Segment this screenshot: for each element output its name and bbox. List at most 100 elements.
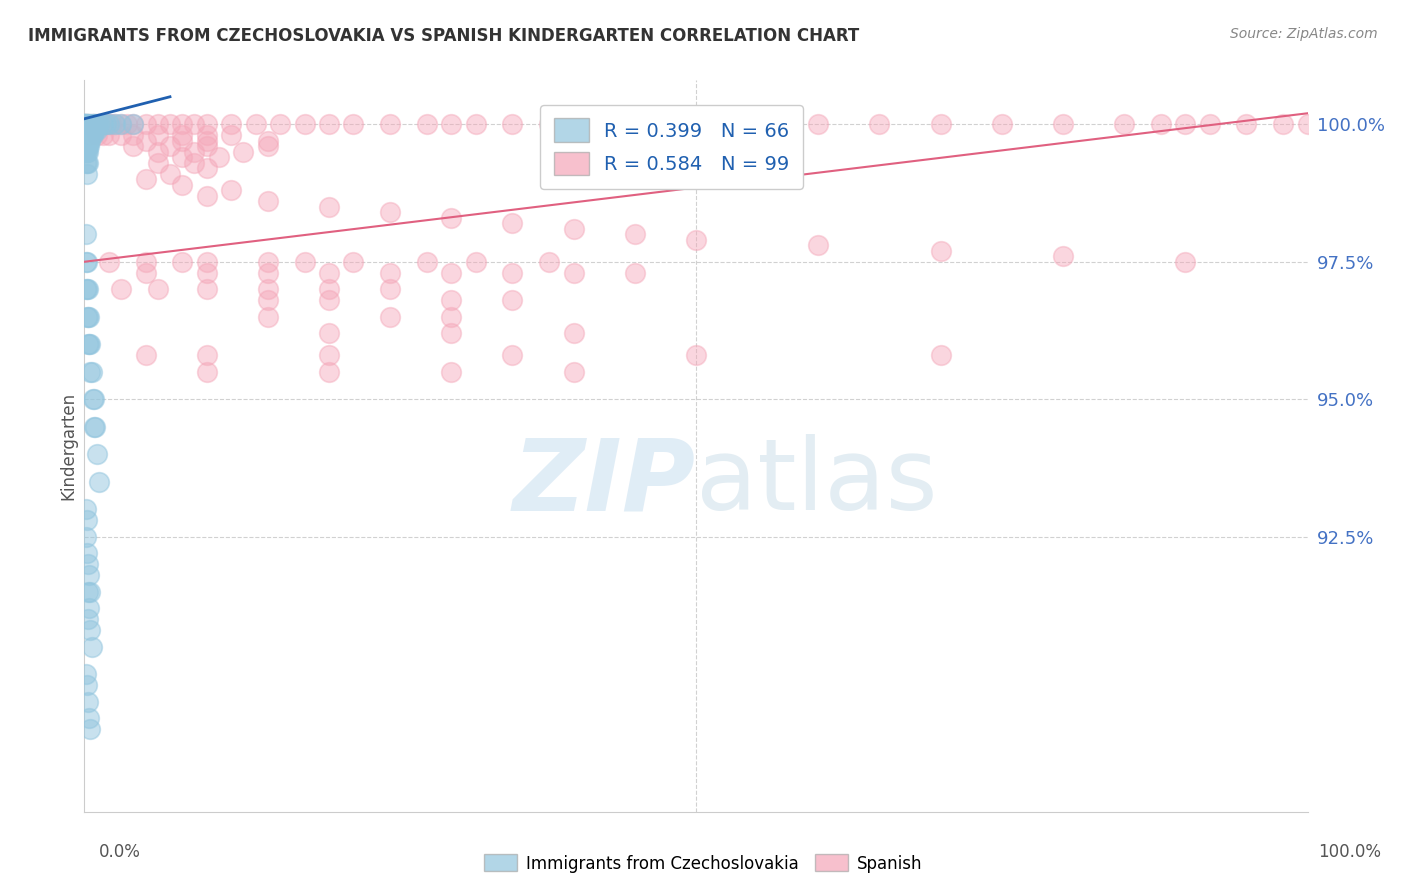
Point (172, 254, 194, 268)
Point (77, 282, 100, 296)
Point (122, 128, 145, 143)
Point (624, 227, 647, 242)
Point (75, 145, 97, 159)
Point (929, 117, 952, 131)
Point (172, 128, 194, 143)
Point (380, 117, 402, 131)
Point (318, 266, 340, 280)
Point (73, 128, 96, 143)
Point (195, 266, 218, 280)
Point (86, 117, 108, 131)
Point (195, 161, 218, 176)
Point (135, 117, 157, 131)
Point (1052, 249, 1074, 263)
Point (73, 145, 96, 159)
Point (294, 117, 316, 131)
Point (208, 150, 231, 164)
Point (929, 244, 952, 258)
Point (562, 365, 585, 379)
Point (219, 183, 242, 197)
Point (807, 117, 830, 131)
Point (76, 546, 98, 560)
Point (86, 122, 108, 136)
Point (73, 117, 96, 131)
Point (380, 266, 402, 280)
Point (318, 293, 340, 308)
Point (75, 282, 97, 296)
Point (100, 117, 122, 131)
Point (76, 513, 98, 527)
Point (342, 117, 364, 131)
Point (183, 117, 205, 131)
Point (502, 293, 524, 308)
Point (1114, 117, 1136, 131)
Point (79, 128, 101, 143)
Point (73, 117, 96, 131)
Point (77, 584, 100, 599)
Point (104, 117, 127, 131)
Point (747, 117, 769, 131)
Point (440, 310, 463, 324)
Point (1150, 117, 1173, 131)
Text: 100.0%: 100.0% (1319, 843, 1381, 861)
Text: Source: ZipAtlas.com: Source: ZipAtlas.com (1230, 27, 1378, 41)
Point (84, 117, 107, 131)
Point (83, 419, 105, 434)
Point (87, 117, 110, 131)
Point (77, 145, 100, 159)
Point (318, 117, 340, 131)
Point (257, 282, 280, 296)
Point (79, 122, 101, 136)
Point (76, 310, 98, 324)
Point (172, 150, 194, 164)
Point (77, 711, 100, 725)
Point (75, 254, 97, 268)
Point (79, 337, 101, 351)
Point (80, 117, 103, 131)
Point (110, 117, 132, 131)
Point (195, 282, 218, 296)
Point (76, 122, 98, 136)
Point (96, 117, 118, 131)
Point (84, 122, 107, 136)
Point (135, 348, 157, 362)
Point (269, 117, 291, 131)
Point (122, 117, 145, 131)
Point (562, 117, 585, 131)
Point (502, 216, 524, 230)
Point (172, 117, 194, 131)
Point (232, 145, 254, 159)
Legend: R = 0.399   N = 66, R = 0.584   N = 99: R = 0.399 N = 66, R = 0.584 N = 99 (540, 104, 803, 189)
Point (76, 117, 98, 131)
Point (80, 640, 103, 654)
Point (82, 122, 104, 136)
Y-axis label: Kindergarten: Kindergarten (59, 392, 77, 500)
Point (86, 117, 108, 131)
Point (502, 266, 524, 280)
Point (380, 282, 402, 296)
Point (159, 167, 181, 181)
Point (146, 282, 169, 296)
Point (110, 128, 132, 143)
Point (87, 475, 110, 489)
Point (464, 117, 486, 131)
Point (146, 155, 169, 169)
Point (75, 117, 97, 131)
Point (1174, 254, 1197, 268)
Point (77, 139, 100, 153)
Point (76, 117, 98, 131)
Point (991, 117, 1014, 131)
Point (79, 128, 101, 143)
Point (562, 326, 585, 341)
Point (79, 584, 101, 599)
Point (77, 117, 100, 131)
Point (1296, 117, 1319, 131)
Point (257, 293, 280, 308)
Point (77, 128, 100, 143)
Point (96, 117, 118, 131)
Text: IMMIGRANTS FROM CZECHOSLOVAKIA VS SPANISH KINDERGARTEN CORRELATION CHART: IMMIGRANTS FROM CZECHOSLOVAKIA VS SPANIS… (28, 27, 859, 45)
Point (75, 530, 97, 544)
Point (77, 601, 100, 615)
Point (76, 678, 98, 692)
Point (562, 221, 585, 235)
